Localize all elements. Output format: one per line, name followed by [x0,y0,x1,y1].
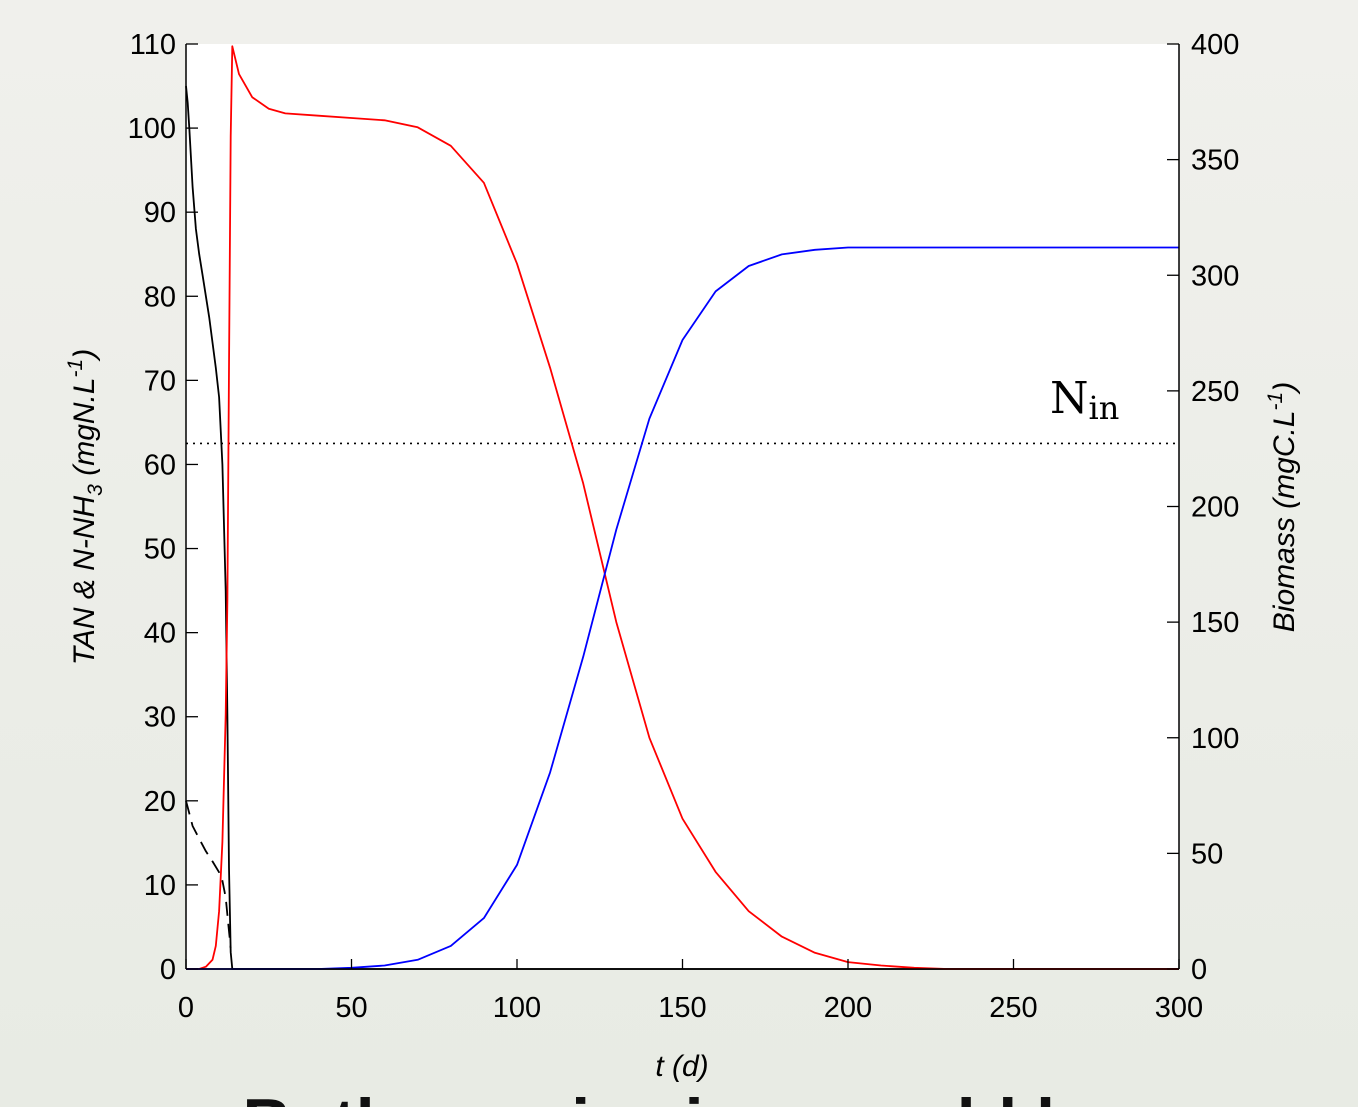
left-y-tick-label: 60 [144,449,176,481]
right-y-tick-label: 100 [1191,723,1239,755]
left-y-tick-label: 110 [130,29,176,61]
series-line-1 [185,800,232,949]
right-y-tick-label: 250 [1191,376,1239,408]
right-y-tick-label: 400 [1191,29,1239,61]
plot-background [186,44,1179,969]
right-y-tick-label: 0 [1191,954,1207,986]
n-in-main: N [1050,373,1089,424]
x-tick-label: 50 [335,992,367,1024]
left-y-tick-label: 30 [144,702,176,734]
right-y-tick-label: 300 [1191,260,1239,292]
left-y-tick-label: 40 [144,618,176,650]
n-in-subscript: in [1089,389,1120,427]
axes-layer: 0 50 100 150 200 250 300 0 10 20 30 40 50 60 70 80 90 100… [128,29,1240,1024]
x-tick-label: 100 [493,992,541,1024]
series-line-3 [186,246,1179,970]
x-axis-label-text: t (d) [655,1050,708,1083]
right-y-axis-label: Biomass (mgC.L-1) [1264,382,1301,632]
x-tick-label: 150 [658,992,706,1024]
right-y-tick-label: 200 [1191,492,1239,524]
left-y-tick-label: 70 [144,365,176,397]
left-y-tick-label: 50 [144,534,176,566]
left-y-tick-label: 20 [144,786,176,818]
left-y-tick-label: 90 [144,197,176,229]
series-line-2 [186,45,1179,970]
right-y-tick-label: 350 [1191,145,1239,177]
n-in-annotation: Nin [1050,373,1119,427]
right-y-tick-label: 150 [1191,607,1239,639]
slide-caption-partial: Both species issue cold be [0,1078,1358,1107]
text-layer: t (d) TAN & N-NH3 (mgN.L-1) Biomass (mgC… [64,349,1301,1083]
x-tick-label: 300 [1155,992,1203,1024]
x-tick-label: 200 [824,992,872,1024]
x-tick-label: 0 [178,992,194,1024]
left-y-tick-label: 10 [144,870,176,902]
left-y-tick-label: 100 [128,113,176,145]
left-y-tick-label: 80 [144,281,176,313]
right-y-tick-label: 50 [1191,838,1223,870]
x-axis-label: t (d) [655,1050,708,1083]
x-tick-label: 250 [989,992,1037,1024]
left-y-axis-label: TAN & N-NH3 (mgN.L-1) [64,349,107,666]
left-y-tick-label: 0 [160,954,176,986]
plot-area [186,44,1179,969]
